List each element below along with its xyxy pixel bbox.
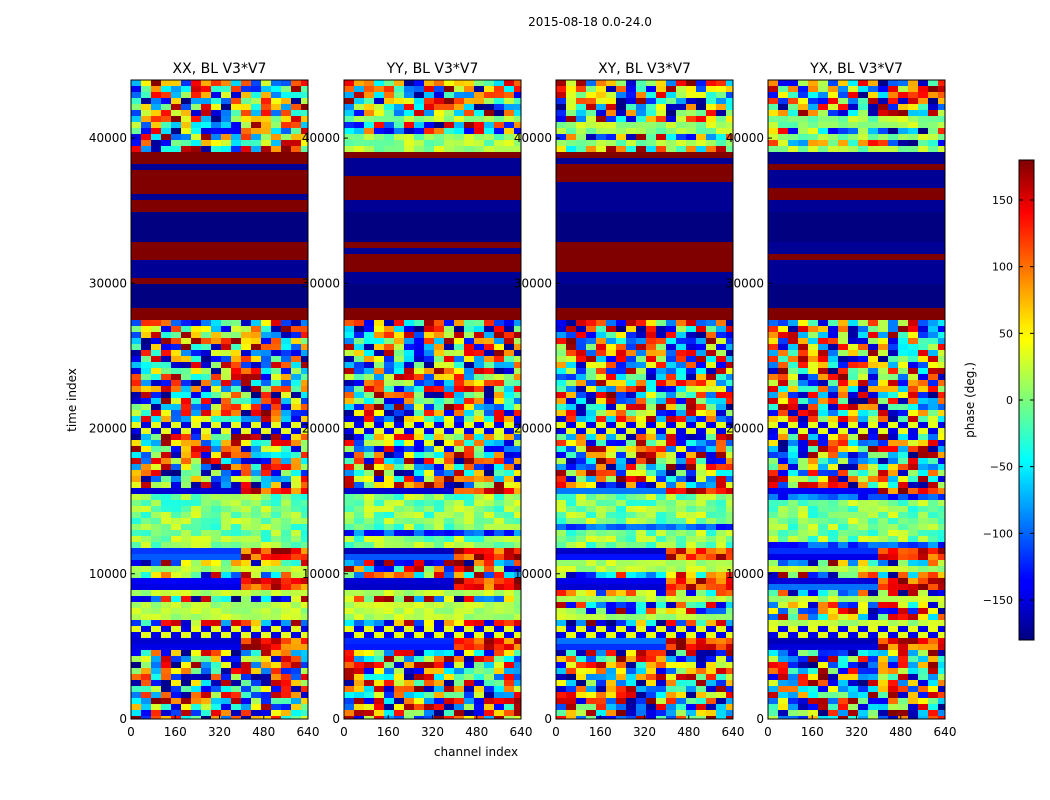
- x-tick-label: 320: [633, 725, 656, 739]
- x-tick-label: 480: [465, 725, 488, 739]
- y-tick-label: 30000: [89, 276, 127, 290]
- y-tick-label: 40000: [302, 131, 340, 145]
- x-axis-label: channel index: [434, 745, 518, 759]
- y-tick-label: 40000: [514, 131, 552, 145]
- panel-title: XY, BL V3*V7: [598, 61, 691, 77]
- heatmap-panels: XX, BL V3*V7 0 160 320 480 640 0 10000 20000 3000…: [89, 61, 957, 739]
- x-tick-label: 160: [377, 725, 400, 739]
- heatmap-cells: [768, 80, 945, 719]
- panel-title: XX, BL V3*V7: [173, 61, 267, 77]
- x-tick-label: 320: [421, 725, 444, 739]
- x-tick-label: 0: [127, 725, 135, 739]
- y-tick-label: 20000: [89, 422, 127, 436]
- colorbar-label: phase (deg.): [963, 362, 977, 438]
- y-tick-label: 30000: [726, 276, 764, 290]
- y-tick-label: 10000: [726, 567, 764, 581]
- panel-title: YX, BL V3*V7: [809, 61, 903, 77]
- y-tick-label: 40000: [89, 131, 127, 145]
- y-tick-label: 0: [756, 712, 764, 726]
- heatmap-panel-2: YY, BL V3*V7 0 160 320 480 640 0 10000 20000 3000…: [302, 61, 533, 739]
- x-tick-label: 480: [677, 725, 700, 739]
- y-tick-label: 30000: [302, 276, 340, 290]
- y-tick-label: 0: [119, 712, 127, 726]
- y-tick-label: 10000: [302, 567, 340, 581]
- x-tick-label: 640: [722, 725, 745, 739]
- y-tick-label: 0: [544, 712, 552, 726]
- x-tick-label: 480: [252, 725, 275, 739]
- colorbar-ticks: 150 100 50 0 −50 −100 −150: [983, 194, 1034, 607]
- heatmap-panel-4: YX, BL V3*V7 0 160 320 480 640 0 10000 20000 3000…: [726, 61, 957, 739]
- x-tick-label: 320: [845, 725, 868, 739]
- y-tick-label: 40000: [726, 131, 764, 145]
- y-tick-label: 10000: [514, 567, 552, 581]
- x-tick-label: 0: [764, 725, 772, 739]
- x-tick-label: 160: [164, 725, 187, 739]
- colorbar-tick-label: −150: [983, 594, 1013, 607]
- x-tick-label: 0: [552, 725, 560, 739]
- x-tick-label: 160: [589, 725, 612, 739]
- x-tick-label: 640: [297, 725, 320, 739]
- heatmap-panel-1: XX, BL V3*V7 0 160 320 480 640 0 10000 20000 3000…: [89, 61, 320, 739]
- heatmap-cells: [344, 80, 521, 719]
- y-axis-label: time index: [65, 368, 79, 432]
- colorbar-tick-label: 150: [992, 194, 1013, 207]
- y-tick-label: 20000: [302, 422, 340, 436]
- figure-suptitle: 2015-08-18 0.0-24.0: [528, 15, 652, 29]
- x-tick-label: 640: [510, 725, 533, 739]
- heatmap-cells: [131, 80, 308, 719]
- heatmap-panel-3: XY, BL V3*V7 0 160 320 480 640 0 10000 20000 3000…: [514, 61, 745, 739]
- x-tick-label: 320: [208, 725, 231, 739]
- y-tick-label: 10000: [89, 567, 127, 581]
- colorbar-tick-label: 0: [1006, 394, 1013, 407]
- x-tick-label: 640: [934, 725, 957, 739]
- colorbar-tick-label: −50: [990, 461, 1013, 474]
- x-tick-label: 0: [340, 725, 348, 739]
- x-tick-label: 160: [801, 725, 824, 739]
- y-tick-label: 30000: [514, 276, 552, 290]
- colorbar-tick-label: 50: [999, 327, 1013, 340]
- colorbar: 150 100 50 0 −50 −100 −150 phase (deg.): [963, 159, 1035, 641]
- y-tick-label: 20000: [726, 422, 764, 436]
- y-tick-label: 20000: [514, 422, 552, 436]
- colorbar-tick-label: 100: [992, 261, 1013, 274]
- colorbar-tick-label: −100: [983, 527, 1013, 540]
- panel-title: YY, BL V3*V7: [386, 61, 479, 77]
- heatmap-cells: [556, 80, 733, 719]
- x-tick-label: 480: [889, 725, 912, 739]
- y-tick-label: 0: [332, 712, 340, 726]
